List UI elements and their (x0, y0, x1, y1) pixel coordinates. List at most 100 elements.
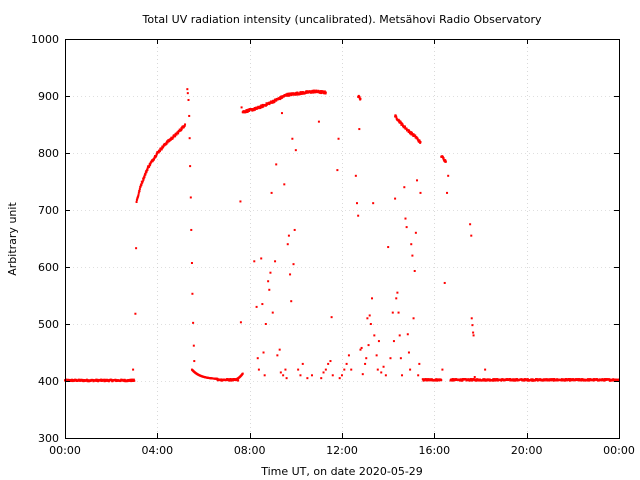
scatter-point (403, 186, 406, 189)
x-axis-label: Time UT, on date 2020-05-29 (260, 465, 423, 478)
curve-point (177, 132, 180, 135)
scatter-point (190, 262, 193, 265)
chart-title: Total UV radiation intensity (uncalibrat… (142, 13, 542, 26)
axis-ticks (65, 39, 620, 439)
curve-point (288, 94, 291, 97)
curve-point (174, 135, 177, 138)
curve-point (139, 185, 142, 188)
baseline-point (587, 379, 590, 382)
scatter-point (369, 323, 372, 325)
curve-point (320, 92, 323, 95)
scatter-point (287, 234, 290, 237)
baseline-point (552, 379, 555, 382)
x-tick-label: 00:00 (603, 444, 635, 457)
scatter-point (337, 137, 340, 140)
scatter-point (399, 357, 402, 360)
scatter-point (294, 149, 297, 152)
scatter-point (367, 344, 370, 347)
scatter-point (473, 376, 476, 379)
scatter-point (472, 334, 475, 337)
baseline-point (129, 378, 132, 381)
curve-point (419, 140, 422, 143)
scatter-point (470, 234, 473, 237)
y-tick-label: 600 (38, 261, 59, 274)
curve-point (311, 91, 314, 94)
scatter-point (320, 377, 323, 380)
baseline-point (131, 378, 134, 381)
scatter-point (377, 340, 380, 343)
curve-point (180, 128, 183, 131)
scatter-point (186, 92, 189, 95)
scatter-point (190, 228, 193, 231)
scatter-point (471, 324, 474, 327)
scatter-point (365, 357, 368, 360)
scatter-point (341, 374, 343, 377)
scatter-point (253, 260, 256, 263)
scatter-point (358, 128, 361, 131)
scatter-point (391, 311, 394, 314)
baseline-point (461, 379, 464, 382)
curve-point (416, 137, 419, 140)
scatter-point (322, 371, 325, 374)
curve-point (405, 127, 408, 130)
scatter-point (276, 354, 279, 357)
baseline-point (429, 379, 432, 382)
curve-point (403, 125, 406, 128)
curve-point (141, 181, 144, 184)
scatter-point (274, 260, 277, 263)
scatter-point (132, 368, 135, 371)
scatter-point (331, 374, 334, 377)
curve-point (248, 109, 251, 112)
scatter-point (282, 374, 285, 377)
x-tick-labels: 00:00 04:00 08:00 12:00 16:00 20:00 00:00 (49, 444, 635, 457)
scatter-point (412, 317, 415, 320)
curve-point (305, 91, 308, 94)
scatter-point (382, 365, 385, 368)
baseline-point (603, 379, 606, 382)
baseline-point (220, 378, 223, 381)
curve-point (268, 103, 271, 106)
curve-point (137, 191, 140, 194)
scatter-point (299, 374, 302, 377)
scatter-point (283, 183, 286, 186)
curve-point (145, 171, 148, 174)
curve-point (265, 103, 268, 106)
scatter-point (263, 374, 266, 377)
curve-point (158, 149, 161, 152)
scatter-point (360, 346, 363, 349)
scatter-point (398, 334, 401, 337)
scatter-point (329, 360, 332, 363)
curve-point (143, 176, 146, 179)
scatter-point (356, 202, 358, 205)
baseline-point (103, 378, 106, 381)
curve-point (414, 134, 417, 137)
curve-point (149, 163, 152, 166)
curve-point (175, 133, 178, 136)
x-tick-label: 16:00 (418, 444, 450, 457)
scatter-point (404, 217, 407, 220)
scatter-point (376, 368, 379, 371)
curve-point (140, 183, 143, 186)
curve-point (444, 159, 447, 162)
curve-point (359, 97, 362, 100)
x-tick-label: 12:00 (326, 444, 358, 457)
scatter-point (255, 305, 258, 308)
scatter-point (191, 292, 194, 295)
scatter-point (389, 357, 392, 360)
scatter-point (401, 374, 404, 377)
scatter-point (240, 106, 243, 109)
scatter-point (290, 300, 293, 303)
curve-point (165, 142, 168, 145)
baseline-point (227, 378, 230, 381)
curve-point (442, 157, 445, 160)
scatter-point (324, 368, 327, 371)
scatter-point (380, 371, 383, 374)
scatter-point (188, 114, 191, 117)
scatter-point (291, 137, 294, 140)
scatter-point (411, 254, 414, 257)
scatter-point (192, 344, 195, 347)
curve-point (135, 201, 138, 204)
scatter-point (188, 137, 191, 140)
curve-point (323, 90, 326, 93)
